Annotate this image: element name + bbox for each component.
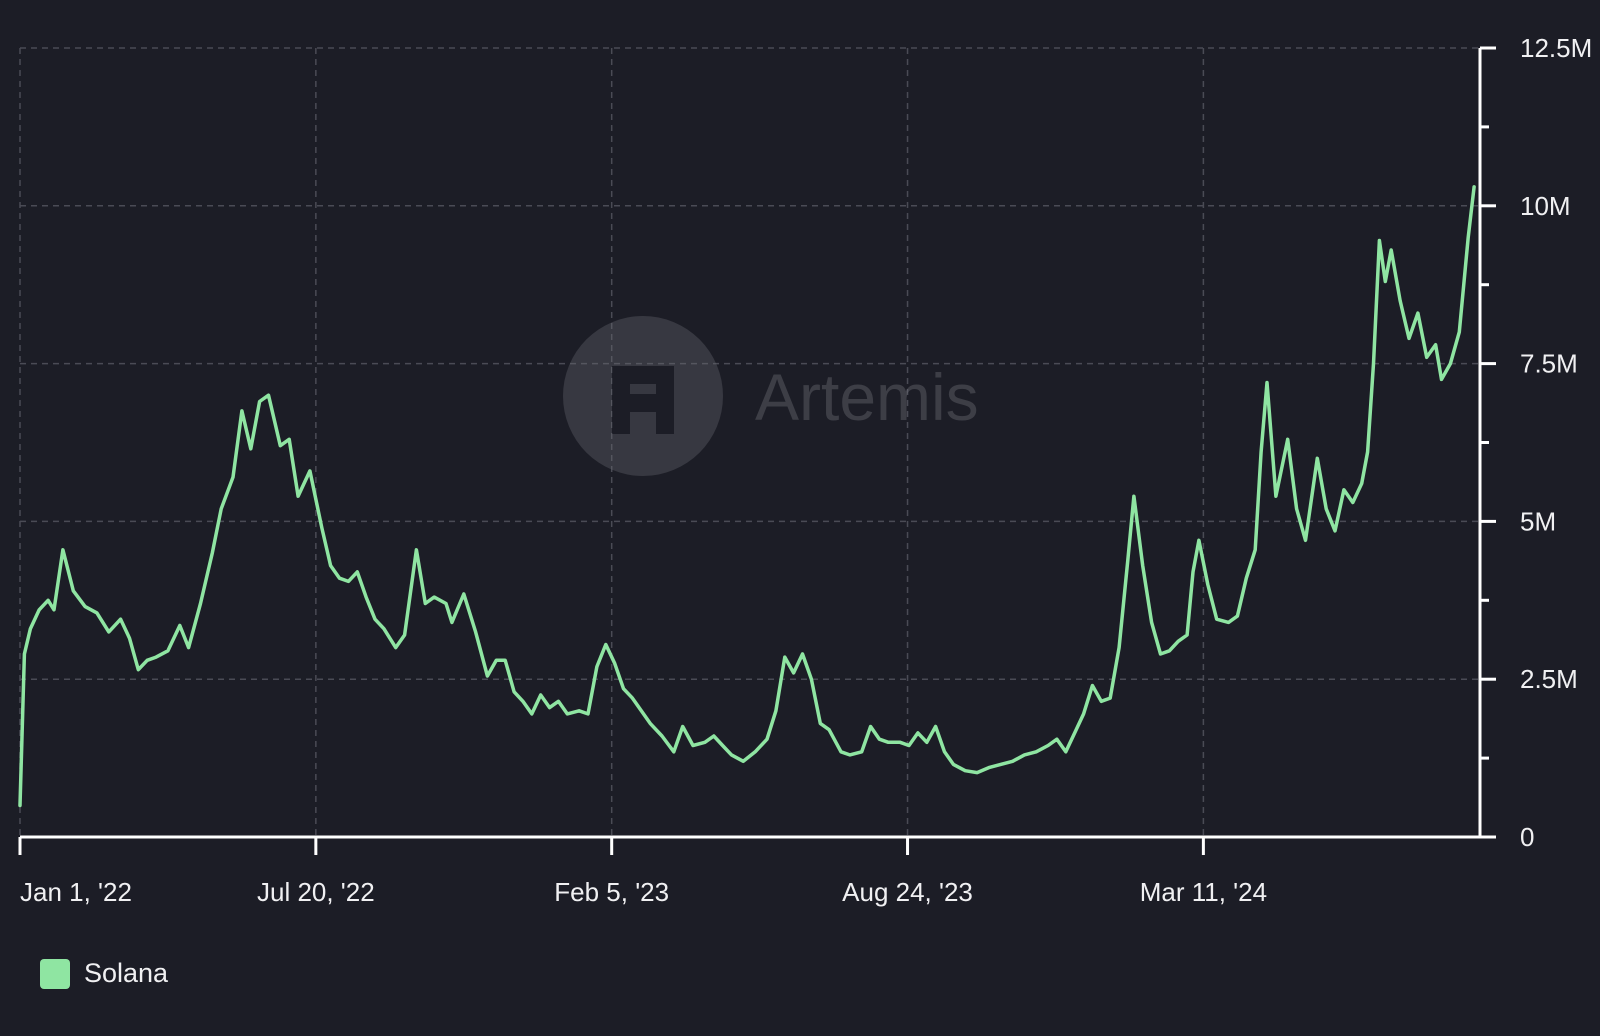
x-tick-label: Mar 11, '24 [1140,877,1267,907]
x-tick-label: Feb 5, '23 [554,877,669,907]
series-line-solana [18,185,1476,808]
y-tick-label: 10M [1520,191,1571,221]
y-tick-label: 0 [1520,822,1534,852]
series-layer [18,185,1476,808]
x-tick-label: Jan 1, '22 [20,877,132,907]
artemis-logo-mark [612,366,674,434]
y-tick-label: 2.5M [1520,664,1578,694]
watermark-text: Artemis [755,360,979,434]
artemis-logo-icon [563,316,723,476]
legend: Solana [40,958,168,989]
grid-lines [19,47,1480,837]
y-tick-label: 12.5M [1520,33,1592,63]
y-tick-label: 5M [1520,506,1556,536]
x-axis-ticks: Jan 1, '22 Jul 20, '22 Feb 5, '23 Aug 24, '… [18,837,1267,907]
y-tick-label: 7.5M [1520,349,1578,379]
x-tick-label: Aug 24, '23 [842,877,973,907]
artemis-watermark: Artemis [563,316,979,476]
legend-swatch-solana[interactable] [40,958,70,989]
x-tick-label: Jul 20, '22 [257,877,375,907]
y-axis-ticks: 0 2.5M 5M 7.5M 10M 12.5M [1480,33,1592,852]
legend-label-solana[interactable]: Solana [84,958,169,988]
